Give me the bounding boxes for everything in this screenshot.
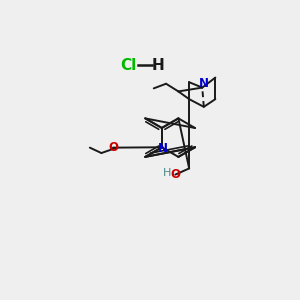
Text: Cl: Cl	[120, 58, 136, 73]
Text: H: H	[163, 168, 171, 178]
Text: H: H	[151, 58, 164, 73]
Text: N: N	[199, 77, 209, 90]
Text: O: O	[108, 141, 118, 154]
Text: O: O	[170, 168, 180, 181]
Text: N: N	[158, 142, 167, 155]
